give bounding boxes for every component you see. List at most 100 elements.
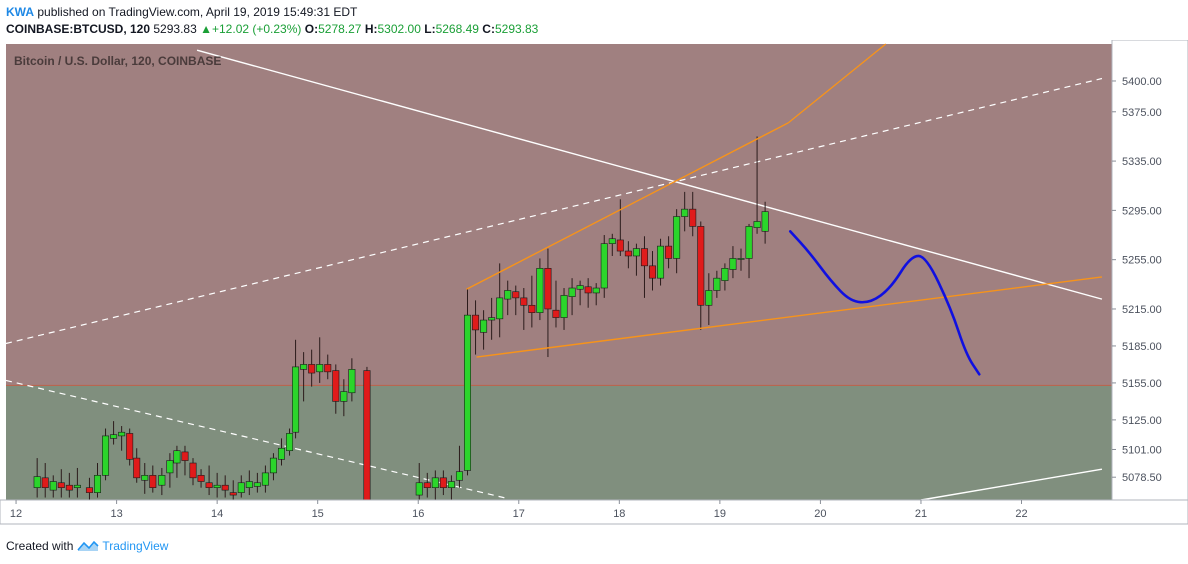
candle[interactable] — [237, 475, 245, 498]
candle[interactable] — [480, 310, 488, 350]
candle[interactable] — [472, 300, 480, 355]
white-support-line[interactable] — [920, 468, 1103, 501]
candle[interactable] — [324, 354, 332, 380]
candle[interactable] — [118, 426, 126, 451]
candle[interactable] — [269, 453, 277, 481]
candle[interactable] — [552, 280, 560, 328]
orange-wedge-upper[interactable] — [466, 122, 789, 290]
candle[interactable] — [102, 428, 110, 481]
candle[interactable] — [737, 248, 745, 271]
dashed-white-channel-lower[interactable] — [5, 379, 509, 500]
candle[interactable] — [584, 278, 592, 308]
candle[interactable] — [173, 445, 181, 478]
candle[interactable] — [536, 258, 544, 321]
candle[interactable] — [205, 465, 213, 496]
candle[interactable] — [632, 243, 640, 276]
time-axis[interactable] — [0, 499, 1188, 525]
candle[interactable] — [340, 379, 348, 417]
candle[interactable] — [761, 201, 769, 244]
candle[interactable] — [213, 472, 221, 498]
candle[interactable] — [681, 191, 689, 232]
candle[interactable] — [560, 288, 568, 330]
candle[interactable] — [592, 283, 600, 306]
candle[interactable] — [197, 469, 205, 488]
candle[interactable] — [504, 280, 512, 316]
candle[interactable] — [189, 458, 197, 486]
candle[interactable] — [229, 480, 237, 500]
candle[interactable] — [286, 428, 294, 456]
candle[interactable] — [292, 339, 300, 439]
candle[interactable] — [158, 467, 166, 496]
candle[interactable] — [729, 246, 737, 279]
candle[interactable] — [253, 472, 261, 493]
candle[interactable] — [705, 273, 713, 325]
candle[interactable] — [600, 235, 608, 298]
candle[interactable] — [640, 236, 648, 298]
candle[interactable] — [85, 477, 93, 500]
candle[interactable] — [447, 475, 455, 500]
projected-path[interactable] — [788, 230, 981, 376]
candle[interactable] — [439, 470, 447, 496]
candle[interactable] — [721, 263, 729, 291]
candle[interactable] — [181, 445, 189, 476]
candle[interactable] — [65, 472, 73, 498]
candle[interactable] — [415, 463, 423, 500]
candle[interactable] — [316, 337, 324, 383]
orange-wedge-upper-ext[interactable] — [787, 43, 887, 124]
candle[interactable] — [110, 421, 118, 445]
candle[interactable] — [149, 465, 157, 493]
candle[interactable] — [423, 472, 431, 498]
orange-wedge-lower[interactable] — [476, 276, 1103, 358]
dashed-white-channel-upper[interactable] — [5, 77, 1103, 345]
candle[interactable] — [57, 469, 65, 498]
candle[interactable] — [300, 352, 308, 402]
candle[interactable] — [332, 364, 340, 414]
candle[interactable] — [126, 428, 134, 466]
candle[interactable] — [657, 238, 665, 286]
candle[interactable] — [141, 463, 149, 494]
candle[interactable] — [576, 280, 584, 306]
candle[interactable] — [673, 209, 681, 274]
candle[interactable] — [93, 463, 101, 498]
candle-body — [584, 286, 592, 294]
candle[interactable] — [308, 349, 316, 387]
white-resistance-line[interactable] — [196, 49, 1103, 300]
candle[interactable] — [544, 248, 552, 358]
candle[interactable] — [33, 458, 41, 498]
candle[interactable] — [245, 470, 253, 496]
tradingview-link[interactable]: TradingView — [102, 539, 169, 553]
candle[interactable] — [649, 251, 657, 291]
author-name[interactable]: KWA — [6, 5, 34, 19]
candle[interactable] — [455, 445, 463, 488]
candle[interactable] — [41, 463, 49, 498]
candle[interactable] — [133, 448, 141, 483]
candle[interactable] — [166, 453, 174, 488]
tradingview-logo-icon[interactable] — [77, 540, 99, 552]
candle[interactable] — [261, 465, 269, 493]
candle[interactable] — [512, 285, 520, 316]
price-axis[interactable] — [1111, 40, 1188, 501]
candle[interactable] — [745, 223, 753, 279]
candle[interactable] — [713, 270, 721, 298]
candle[interactable] — [608, 233, 616, 256]
price-chart[interactable]: 5400.00 5375.00 5335.00 5295.00 5255.00 5215.… — [0, 40, 1188, 530]
candle[interactable] — [49, 475, 57, 498]
candle[interactable] — [363, 366, 371, 501]
candle[interactable] — [520, 288, 528, 330]
candle[interactable] — [277, 438, 285, 466]
candle[interactable] — [431, 470, 439, 500]
candle[interactable] — [464, 288, 472, 476]
candle[interactable] — [488, 297, 496, 340]
candle[interactable] — [528, 275, 536, 328]
candle[interactable] — [665, 236, 673, 269]
candle[interactable] — [496, 263, 504, 338]
candle[interactable] — [568, 278, 576, 316]
candle[interactable] — [753, 136, 761, 234]
candle[interactable] — [697, 221, 705, 330]
candle[interactable] — [616, 199, 624, 256]
candle[interactable] — [221, 475, 229, 498]
candle[interactable] — [348, 358, 356, 402]
candle[interactable] — [624, 241, 632, 269]
candle[interactable] — [689, 191, 697, 237]
candle[interactable] — [73, 467, 81, 498]
